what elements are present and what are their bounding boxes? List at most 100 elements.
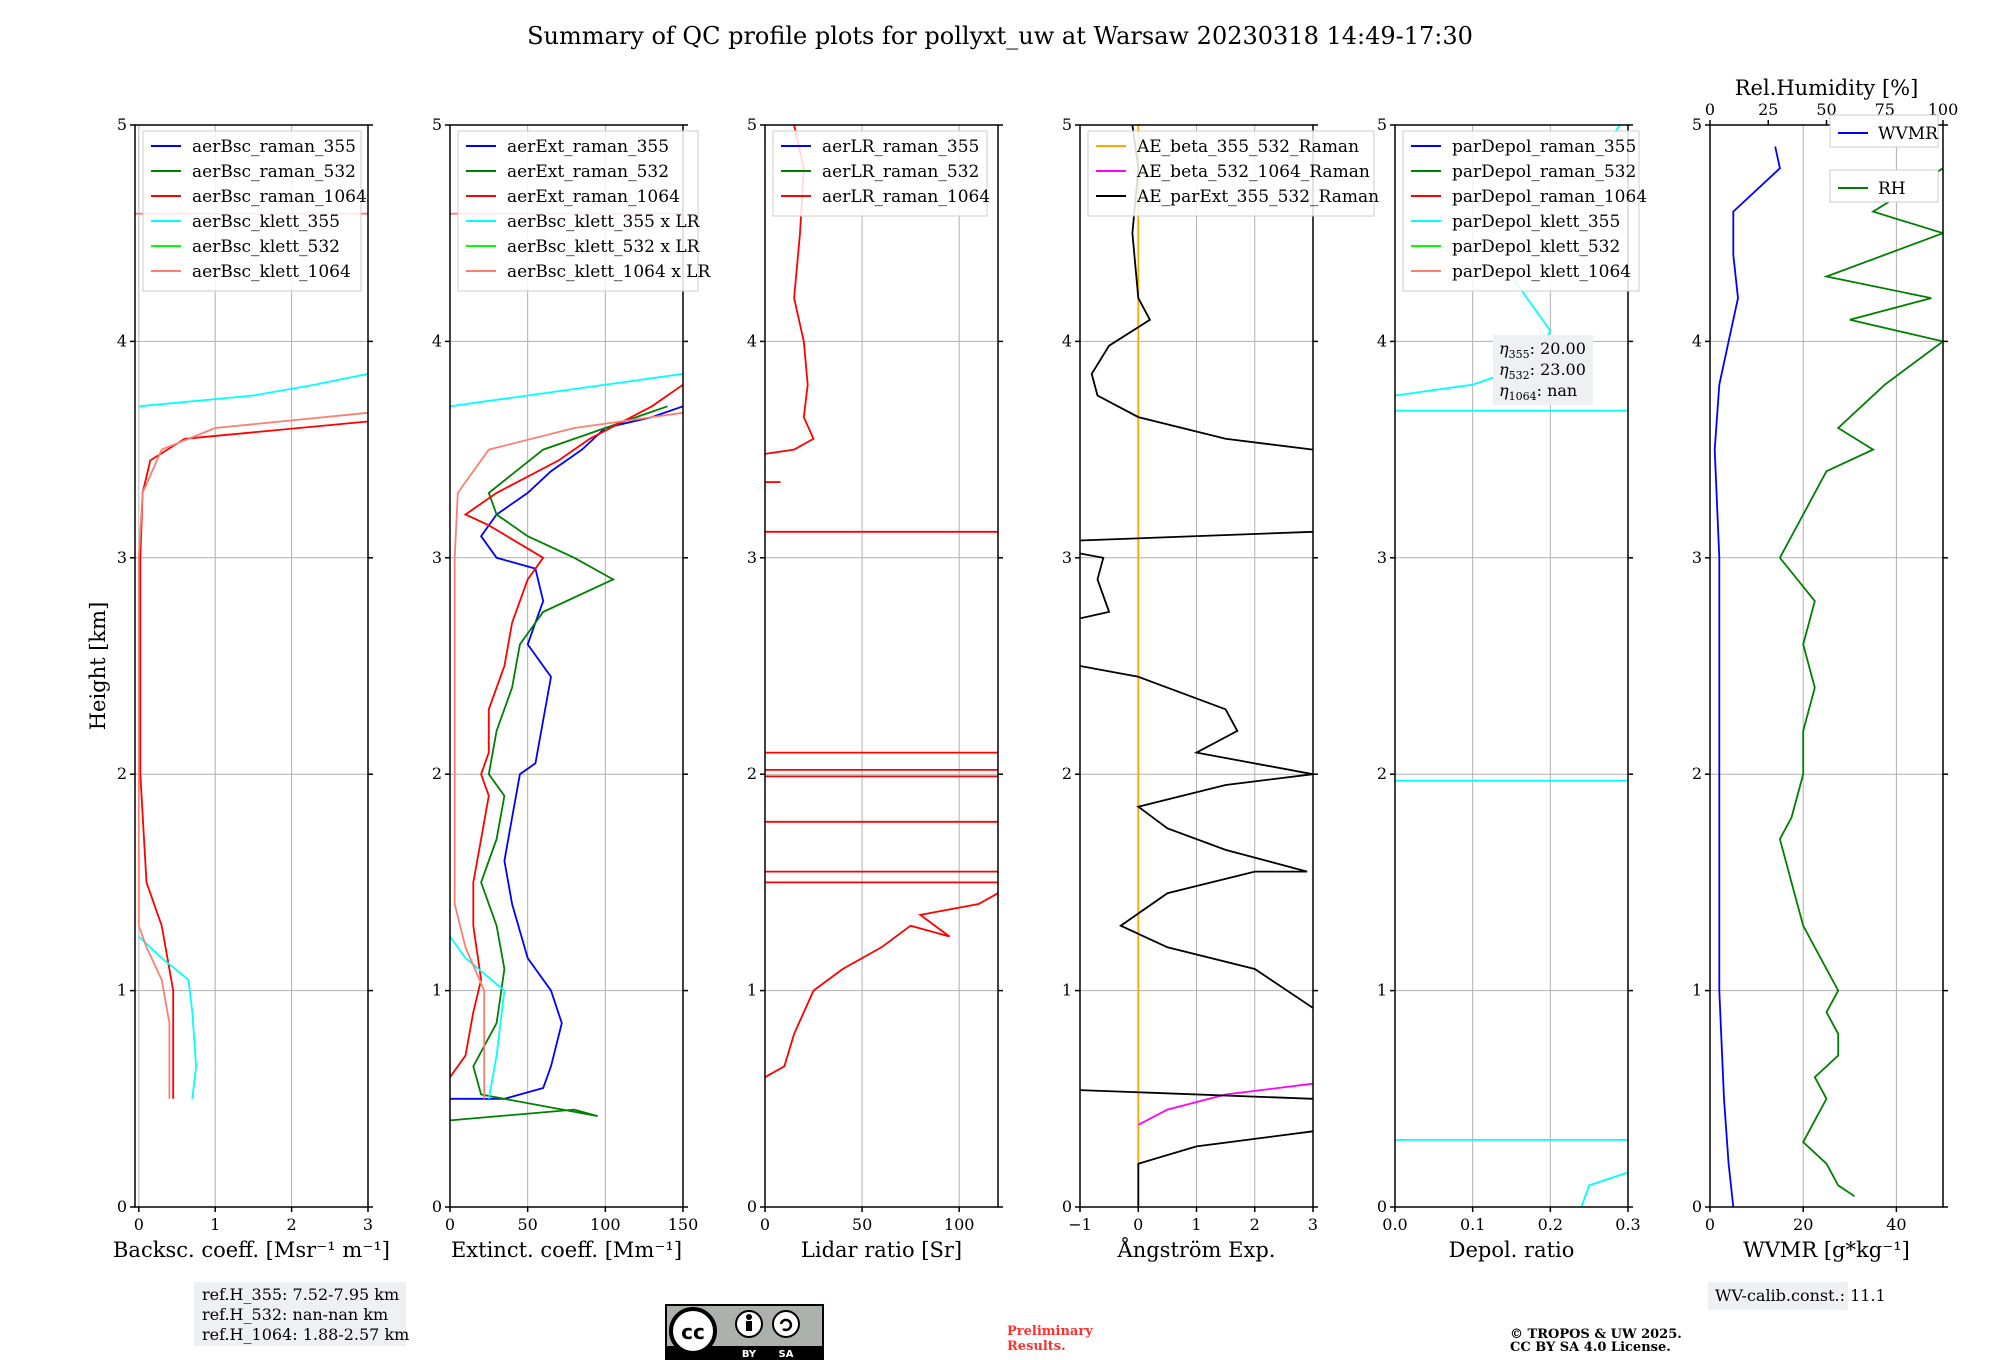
series-line-aerext-raman-355: [450, 405, 683, 1100]
panel-1: 0 1 2 3 4 5 0 1 2 3 Backsc. coeff. [Msr⁻¹ m⁻¹] Heig…: [86, 115, 390, 1262]
x-tick-label: 2: [1250, 1215, 1260, 1234]
y-tick-label: 1: [1377, 981, 1387, 1000]
series-group: [135, 212, 368, 1099]
x-tick-label: 0.3: [1615, 1215, 1640, 1234]
x-tick-label: −1: [1068, 1215, 1092, 1234]
x-axis-label: Depol. ratio: [1449, 1238, 1575, 1262]
y-tick-label: 3: [117, 548, 127, 567]
y-tick-label: 1: [1692, 981, 1702, 1000]
series-line-ae-parext-355-532-raman: [1080, 1089, 1313, 1100]
reference-box-bg: [194, 1282, 406, 1346]
legend-label: aerBsc_klett_355 x LR: [507, 212, 701, 232]
x-tick-label: 0: [760, 1215, 770, 1234]
eta-532-value: 23.00: [1540, 360, 1586, 379]
y-tick-label: 5: [432, 115, 442, 134]
plot-frame: [134, 124, 369, 1208]
x-tick-label: 150: [668, 1215, 699, 1234]
legend-label: aerBsc_klett_1064: [192, 262, 351, 282]
by-icon-head: [746, 1314, 752, 1320]
legend-label: AE_beta_355_532_Raman: [1136, 137, 1359, 157]
x-axis-label: WVMR [g*kg⁻¹]: [1743, 1238, 1910, 1262]
legend-label: parDepol_raman_355: [1452, 137, 1636, 157]
x-tick-label: 100: [944, 1215, 975, 1234]
x-tick-label: 0: [134, 1215, 144, 1234]
wv-calib-const: WV-calib.const.: 11.1: [1715, 1286, 1886, 1305]
legend-box: [1829, 114, 1939, 148]
series-line-ae-parext-355-532-raman: [1080, 552, 1111, 620]
x-tick-label: 50: [852, 1215, 872, 1234]
x-tick-label: 1: [1191, 1215, 1201, 1234]
by-icon-body: [746, 1321, 752, 1331]
x-tick-label: 0: [445, 1215, 455, 1234]
series-group: [1713, 146, 1943, 1207]
x-axis-label: Extinct. coeff. [Mm⁻¹]: [451, 1238, 682, 1262]
legend-label: aerBsc_raman_532: [192, 162, 356, 182]
y-tick-label: 4: [1377, 331, 1387, 350]
y-tick-label: 0: [1062, 1197, 1072, 1216]
plot-frame: [1394, 124, 1629, 1208]
series-line-aerbsc-klett-1064-x-lr: [453, 411, 683, 1099]
x2-tick-label: 0: [1705, 100, 1715, 119]
cc-by-sa-badge: cc BY SA: [665, 1304, 824, 1360]
y-tick-label: 2: [747, 764, 757, 783]
legend-label: parDepol_raman_1064: [1452, 187, 1647, 207]
x-tick-label: 0: [1133, 1215, 1143, 1234]
legend-label: parDepol_klett_355: [1452, 212, 1620, 232]
y-axis-label: Height [km]: [86, 602, 110, 731]
plot-frame: [1709, 124, 1944, 1208]
panel-5: 0 1 2 3 4 5 0.0 0.1 0.2 0.3 Depol. ratio parDepol_r…: [1377, 115, 1647, 1262]
eta-355-value: 20.00: [1540, 339, 1586, 358]
legend-box: [1829, 169, 1939, 203]
y-tick-label: 4: [117, 331, 127, 350]
legend-label: aerExt_raman_532: [507, 162, 669, 182]
series-line-aerbsc-klett-355-x-lr: [450, 373, 683, 408]
series-line-aerbsc-klett-1064: [137, 411, 368, 1099]
y-tick-label: 5: [1692, 115, 1702, 134]
y-tick-label: 5: [747, 115, 757, 134]
x-tick-label: 0: [1705, 1215, 1715, 1234]
reference-height-box: ref.H_355: 7.52-7.95 km ref.H_532: nan-n…: [194, 1282, 409, 1346]
x-tick-label: 0.2: [1538, 1215, 1563, 1234]
plot-frame: [449, 124, 684, 1208]
x-tick-label: 1: [210, 1215, 220, 1234]
eta-1064-value: nan: [1547, 381, 1577, 400]
x-tick-label: 3: [1308, 1215, 1318, 1234]
plot-frame: [764, 124, 999, 1208]
legend-label: RH: [1878, 179, 1906, 199]
legend-label: AE_beta_532_1064_Raman: [1136, 162, 1370, 182]
x-tick-label: 0.0: [1382, 1215, 1407, 1234]
y-tick-label: 3: [1377, 548, 1387, 567]
cc-icon-text: cc: [681, 1320, 705, 1344]
y-tick-label: 1: [117, 981, 127, 1000]
y-tick-label: 4: [432, 331, 442, 350]
x2-axis-label: Rel.Humidity [%]: [1735, 76, 1919, 100]
wv-calib-box: WV-calib.const.: 11.1: [1708, 1282, 1886, 1310]
y-tick-label: 5: [1377, 115, 1387, 134]
eta-532-label: η532: 23.00: [1499, 360, 1586, 382]
x-tick-label: 50: [517, 1215, 537, 1234]
y-tick-label: 0: [1377, 1197, 1387, 1216]
y-tick-label: 4: [1692, 331, 1702, 350]
series-line-aerbsc-raman-1064: [139, 420, 368, 1099]
by-label: BY: [742, 1349, 757, 1360]
series-line-ae-parext-355-532-raman: [1137, 1130, 1313, 1207]
x2-tick-label: 100: [1928, 100, 1959, 119]
x-tick-label: 2: [287, 1215, 297, 1234]
series-line-ae-parext-355-532-raman: [1080, 530, 1313, 542]
y-tick-label: 4: [747, 331, 757, 350]
y-tick-label: 5: [1062, 115, 1072, 134]
legend-label: parDepol_raman_532: [1452, 162, 1636, 182]
y-tick-label: 2: [1377, 764, 1387, 783]
y-tick-label: 1: [747, 981, 757, 1000]
legend-label: aerBsc_raman_1064: [192, 187, 367, 207]
legend-label: parDepol_klett_1064: [1452, 262, 1631, 282]
legend-label: aerBsc_klett_532: [192, 237, 340, 257]
x-tick-label: 20: [1793, 1215, 1813, 1234]
legend-label: aerLR_raman_1064: [822, 187, 990, 207]
eta-annotation-bg: [1493, 335, 1593, 405]
ref-h-1064: ref.H_1064: 1.88-2.57 km: [202, 1325, 409, 1344]
series-line-ae-parext-355-532-raman: [1080, 665, 1313, 1009]
